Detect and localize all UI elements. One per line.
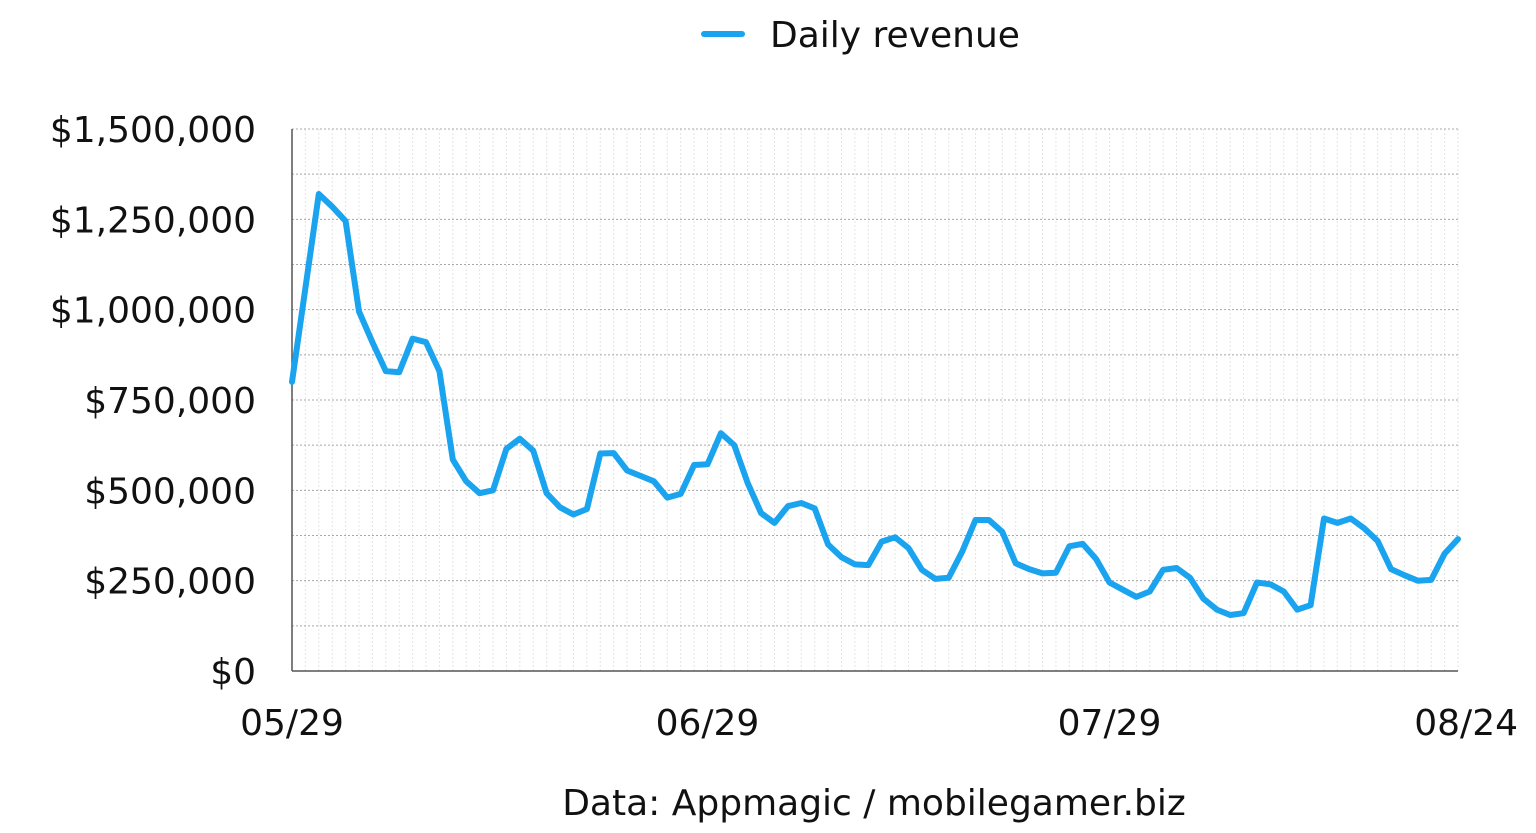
- y-tick-label: $1,000,000: [50, 291, 256, 332]
- legend-label: Daily revenue: [770, 15, 1020, 56]
- x-axis-tick-labels: 05/29 06/29 07/29 08/24: [240, 703, 1518, 744]
- axes: [291, 129, 1458, 672]
- y-tick-label: $1,500,000: [50, 110, 256, 151]
- x-tick-label: 05/29: [240, 703, 344, 744]
- y-tick-label: $500,000: [84, 471, 256, 512]
- series-layer: [289, 191, 1461, 618]
- daily-revenue-line: [289, 191, 1461, 618]
- x-tick-label: 07/29: [1058, 703, 1162, 744]
- y-tick-label: $750,000: [84, 381, 256, 422]
- x-tick-label: 06/29: [656, 703, 760, 744]
- y-axis-tick-labels: $0 $250,000 $500,000 $750,000 $1,000,000 $1,2…: [50, 110, 256, 693]
- legend: Daily revenue: [701, 15, 1020, 56]
- source-caption: Data: Appmagic / mobilegamer.biz: [562, 783, 1186, 824]
- y-tick-label: $0: [210, 652, 256, 693]
- y-tick-label: $1,250,000: [50, 200, 256, 241]
- x-tick-label: 08/24: [1414, 703, 1518, 744]
- y-tick-label: $250,000: [84, 562, 256, 603]
